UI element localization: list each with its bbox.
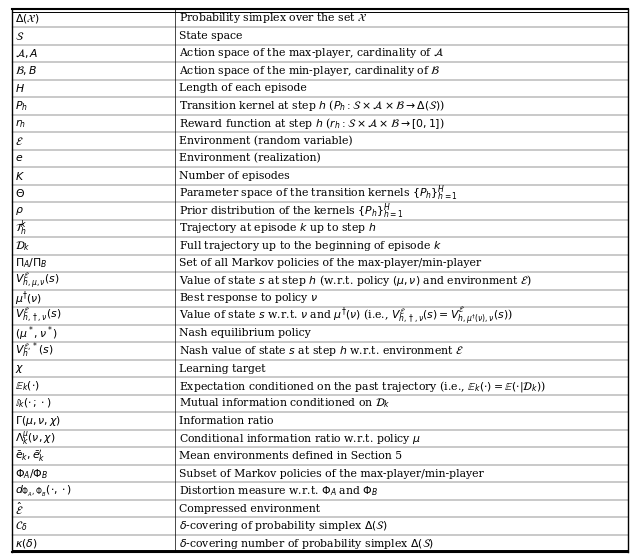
Text: $H$: $H$ xyxy=(15,82,25,94)
Text: Action space of the max-player, cardinality of $\mathcal{A}$: Action space of the max-player, cardinal… xyxy=(179,46,444,60)
Text: $\Phi_A/\Phi_B$: $\Phi_A/\Phi_B$ xyxy=(15,466,49,480)
Text: Information ratio: Information ratio xyxy=(179,416,273,426)
Text: $\mathbb{I}_k(\cdot\,;\cdot)$: $\mathbb{I}_k(\cdot\,;\cdot)$ xyxy=(15,397,52,410)
Text: $\bar{e}_k, \bar{e}_k'$: $\bar{e}_k, \bar{e}_k'$ xyxy=(15,448,46,464)
Text: Length of each episode: Length of each episode xyxy=(179,83,307,93)
Text: Reward function at step $h$ ($r_h : \mathcal{S} \times \mathcal{A} \times \mathc: Reward function at step $h$ ($r_h : \mat… xyxy=(179,116,444,131)
Text: Value of state $s$ at step $h$ (w.r.t. policy $(\mu, \nu)$ and environment $\mat: Value of state $s$ at step $h$ (w.r.t. p… xyxy=(179,273,531,288)
Text: Nash value of state $s$ at step $h$ w.r.t. environment $\mathcal{E}$: Nash value of state $s$ at step $h$ w.r.… xyxy=(179,344,464,358)
Text: $\delta$-covering number of probability simplex $\Delta(\mathcal{S})$: $\delta$-covering number of probability … xyxy=(179,537,434,551)
Text: $\mathbb{E}_k(\cdot)$: $\mathbb{E}_k(\cdot)$ xyxy=(15,379,40,393)
Text: $\mathcal{E}$: $\mathcal{E}$ xyxy=(15,135,24,147)
Text: $\mathcal{D}_k$: $\mathcal{D}_k$ xyxy=(15,239,31,253)
Text: Learning target: Learning target xyxy=(179,363,266,373)
Text: Environment (realization): Environment (realization) xyxy=(179,153,321,163)
Text: $\mathcal{S}$: $\mathcal{S}$ xyxy=(15,30,25,42)
Text: $\Gamma(\mu, \nu, \chi)$: $\Gamma(\mu, \nu, \chi)$ xyxy=(15,414,61,428)
Text: $\mathcal{B}, B$: $\mathcal{B}, B$ xyxy=(15,64,38,78)
Text: $\mathcal{C}_{\delta}$: $\mathcal{C}_{\delta}$ xyxy=(15,519,28,533)
Text: $\mathcal{A}, A$: $\mathcal{A}, A$ xyxy=(15,47,39,60)
Text: $(\mu^*, \nu^*)$: $(\mu^*, \nu^*)$ xyxy=(15,324,59,343)
Text: $V_h^{\mathcal{E},*}(s)$: $V_h^{\mathcal{E},*}(s)$ xyxy=(15,341,54,361)
Text: Trajectory at episode $k$ up to step $h$: Trajectory at episode $k$ up to step $h$ xyxy=(179,222,376,235)
Text: $\Delta(\mathcal{X})$: $\Delta(\mathcal{X})$ xyxy=(15,12,40,25)
Text: $e$: $e$ xyxy=(15,153,24,163)
Text: $\mathcal{T}_h^k$: $\mathcal{T}_h^k$ xyxy=(15,219,28,238)
Text: $\kappa(\delta)$: $\kappa(\delta)$ xyxy=(15,537,38,550)
Text: $\hat{\mathcal{E}}$: $\hat{\mathcal{E}}$ xyxy=(15,501,24,517)
Text: Best response to policy $\nu$: Best response to policy $\nu$ xyxy=(179,291,318,305)
Text: $r_h$: $r_h$ xyxy=(15,117,26,129)
Text: Full trajectory up to the beginning of episode $k$: Full trajectory up to the beginning of e… xyxy=(179,239,442,253)
Text: Set of all Markov policies of the max-player/min-player: Set of all Markov policies of the max-pl… xyxy=(179,258,481,268)
Text: $\Theta$: $\Theta$ xyxy=(15,187,26,199)
Text: Compressed environment: Compressed environment xyxy=(179,504,320,513)
Text: Distortion measure w.r.t. $\Phi_A$ and $\Phi_B$: Distortion measure w.r.t. $\Phi_A$ and $… xyxy=(179,484,378,498)
Text: Transition kernel at step $h$ ($P_h : \mathcal{S} \times \mathcal{A} \times \mat: Transition kernel at step $h$ ($P_h : \m… xyxy=(179,98,445,113)
Text: Action space of the min-player, cardinality of $\mathcal{B}$: Action space of the min-player, cardinal… xyxy=(179,64,440,78)
Text: $V_{h,\dagger,\nu}^{\mathcal{E}}(s)$: $V_{h,\dagger,\nu}^{\mathcal{E}}(s)$ xyxy=(15,307,62,325)
Text: $\Lambda_k^{\mu}(\nu, \chi)$: $\Lambda_k^{\mu}(\nu, \chi)$ xyxy=(15,430,56,448)
Text: Value of state $s$ w.r.t. $\nu$ and $\mu^{\dagger}(\nu)$ (i.e., $V_{h,\dagger,\n: Value of state $s$ w.r.t. $\nu$ and $\mu… xyxy=(179,305,513,326)
Text: Prior distribution of the kernels $\{P_h\}_{h=1}^{H}$: Prior distribution of the kernels $\{P_h… xyxy=(179,201,403,221)
Text: Parameter space of the transition kernels $\{P_h\}_{h=1}^{H}$: Parameter space of the transition kernel… xyxy=(179,184,458,203)
Text: Mutual information conditioned on $\mathcal{D}_k$: Mutual information conditioned on $\math… xyxy=(179,397,390,411)
Text: $\rho$: $\rho$ xyxy=(15,205,24,217)
Text: $V_{h,\mu,\nu}^{\mathcal{E}}(s)$: $V_{h,\mu,\nu}^{\mathcal{E}}(s)$ xyxy=(15,271,60,291)
Text: $\Pi_A/\Pi_B$: $\Pi_A/\Pi_B$ xyxy=(15,257,48,270)
Text: Nash equilibrium policy: Nash equilibrium policy xyxy=(179,329,310,339)
Text: Expectation conditioned on the past trajectory (i.e., $\mathbb{E}_k(\cdot) = \ma: Expectation conditioned on the past traj… xyxy=(179,378,546,393)
Text: $\delta$-covering of probability simplex $\Delta(\mathcal{S})$: $\delta$-covering of probability simplex… xyxy=(179,519,388,533)
Text: Environment (random variable): Environment (random variable) xyxy=(179,136,353,146)
Text: $P_h$: $P_h$ xyxy=(15,99,28,113)
Text: $d_{\Phi_A,\Phi_B}(\cdot,\cdot)$: $d_{\Phi_A,\Phi_B}(\cdot,\cdot)$ xyxy=(15,484,72,499)
Text: $\mu^{\dagger}(\nu)$: $\mu^{\dagger}(\nu)$ xyxy=(15,289,43,308)
Text: $K$: $K$ xyxy=(15,170,25,182)
Text: Number of episodes: Number of episodes xyxy=(179,171,289,181)
Text: Conditional information ratio w.r.t. policy $\mu$: Conditional information ratio w.r.t. pol… xyxy=(179,431,420,446)
Text: Probability simplex over the set $\mathcal{X}$: Probability simplex over the set $\mathc… xyxy=(179,11,367,25)
Text: State space: State space xyxy=(179,31,242,41)
Text: Subset of Markov policies of the max-player/min-player: Subset of Markov policies of the max-pla… xyxy=(179,469,484,479)
Text: $\chi$: $\chi$ xyxy=(15,363,24,374)
Text: Mean environments defined in Section 5: Mean environments defined in Section 5 xyxy=(179,451,402,461)
